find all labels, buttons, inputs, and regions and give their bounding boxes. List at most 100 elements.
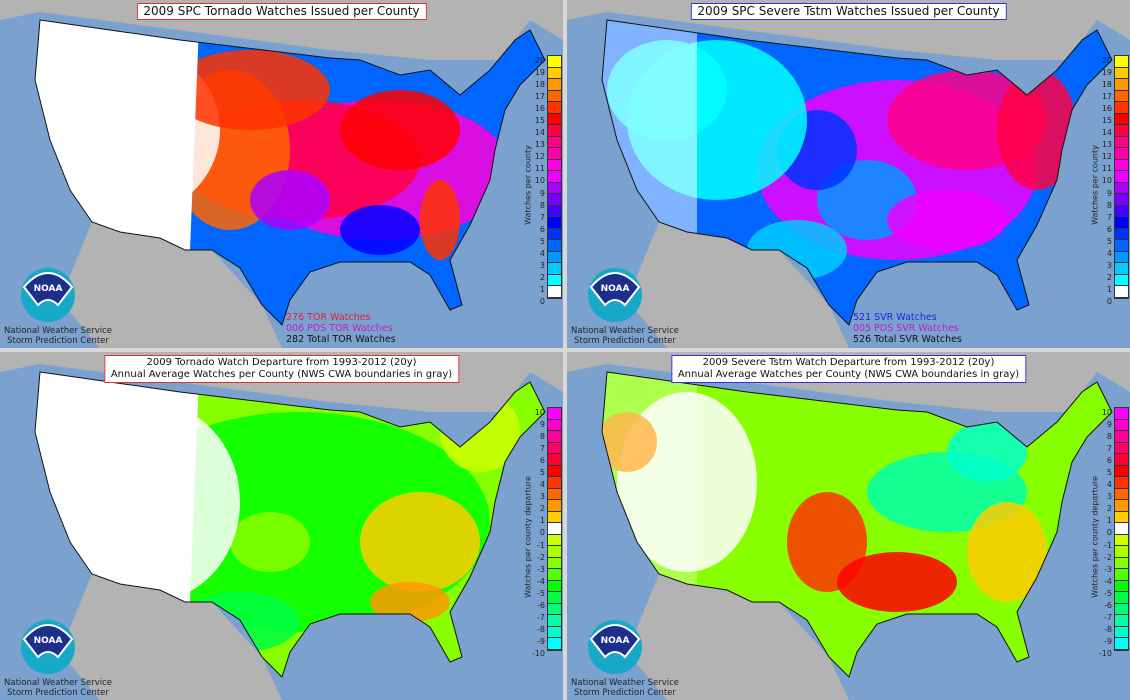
count-line: 521 SVR Watches: [853, 312, 937, 323]
colorbar-tick: 9: [539, 188, 545, 198]
colorbar-tick: 4: [539, 480, 545, 490]
colorbar-swatch: [548, 67, 561, 79]
colorbar-tick: 15: [1101, 116, 1112, 126]
noaa-logo: NOAA: [21, 620, 75, 674]
colorbar-tick: -7: [1104, 612, 1112, 622]
colorbar-tick: 3: [539, 492, 545, 502]
svg-text:NOAA: NOAA: [34, 636, 63, 646]
colorbar-tick: 7: [539, 444, 545, 454]
colorbar-label: Watches per county departure: [523, 476, 533, 598]
colorbar-tick: 16: [534, 104, 545, 114]
colorbar-swatch: [1115, 638, 1128, 650]
subtitle-line: Annual Average Watches per County (NWS C…: [110, 369, 453, 380]
colorbar-swatch: [1115, 419, 1128, 431]
panel-title: 2009 SPC Tornado Watches Issued per Coun…: [136, 3, 427, 20]
colorbar-swatch: [1115, 102, 1128, 114]
colorbar: [547, 55, 562, 299]
colorbar-swatch: [1115, 217, 1128, 229]
colorbar-tick: 8: [539, 200, 545, 210]
title-line: 2009 Severe Tstm Watch Departure from 19…: [702, 357, 995, 368]
colorbar-tick: 1: [1106, 516, 1112, 526]
colorbar-swatch: [548, 251, 561, 263]
panel-title: 2009 Tornado Watch Departure from 1993-2…: [103, 355, 460, 383]
colorbar-swatch: [1115, 431, 1128, 443]
colorbar-tick: -10: [1098, 648, 1112, 658]
colorbar-swatch: [548, 442, 561, 454]
svg-text:NOAA: NOAA: [34, 284, 63, 294]
colorbar-tick: -9: [537, 636, 545, 646]
colorbar-tick: 12: [534, 152, 545, 162]
colorbar-label: Watches per county: [1090, 145, 1100, 225]
colorbar: [1114, 407, 1129, 651]
colorbar-tick: 8: [539, 432, 545, 442]
mexico-land: [60, 574, 282, 700]
colorbar-swatch: [1115, 603, 1128, 615]
colorbar-swatch: [1115, 408, 1128, 420]
colorbar-swatch: [1115, 56, 1128, 68]
count-line: 006 PDS TOR Watches: [286, 323, 393, 334]
colorbar-swatch: [548, 557, 561, 569]
colorbar-swatch: [1115, 442, 1128, 454]
colorbar-tick: 0: [539, 296, 545, 306]
colorbar-swatch: [548, 205, 561, 217]
colorbar-swatch: [548, 603, 561, 615]
colorbar-swatch: [548, 500, 561, 512]
watch-counts: 521 SVR Watches 005 PDS SVR Watches 526 To…: [853, 312, 962, 345]
us-map: [0, 0, 563, 348]
colorbar-swatch: [548, 454, 561, 466]
colorbar-swatch: [548, 113, 561, 125]
data-region: [887, 190, 1007, 250]
colorbar-tick: 3: [1106, 492, 1112, 502]
colorbar: [547, 407, 562, 651]
colorbar-swatch: [1115, 511, 1128, 523]
colorbar-tick: -7: [537, 612, 545, 622]
count-line: 526 Total SVR Watches: [853, 334, 962, 345]
colorbar-swatch: [548, 217, 561, 229]
colorbar-swatch: [548, 615, 561, 627]
count-line: 276 TOR Watches: [286, 312, 371, 323]
colorbar-tick: -3: [537, 564, 545, 574]
title-line: 2009 SPC Tornado Watches Issued per Coun…: [143, 4, 420, 18]
colorbar-tick: 7: [539, 212, 545, 222]
noaa-logo: NOAA: [21, 268, 75, 322]
colorbar-swatch: [1115, 79, 1128, 91]
map-panel: 2009 SPC Tornado Watches Issued per Coun…: [0, 0, 563, 348]
colorbar-swatch: [548, 569, 561, 581]
colorbar-tick: -1: [537, 540, 545, 550]
colorbar-swatch: [1115, 240, 1128, 252]
colorbar-swatch: [548, 534, 561, 546]
colorbar-swatch: [1115, 251, 1128, 263]
colorbar-label: Watches per county: [523, 145, 533, 225]
colorbar-tick: 4: [1106, 248, 1112, 258]
colorbar-swatch: [548, 465, 561, 477]
colorbar-swatch: [1115, 136, 1128, 148]
colorbar-tick: 5: [539, 468, 545, 478]
data-region: [370, 582, 450, 622]
colorbar-swatch: [548, 159, 561, 171]
colorbar-tick: 4: [1106, 480, 1112, 490]
colorbar-ticks: 20 19 18 17 16 15 14 13 12 11 10 9 8 7 6 5 4 3 2 1 0: [520, 55, 545, 308]
data-region: [250, 170, 330, 230]
colorbar-tick: 11: [534, 164, 545, 174]
count-line: 005 PDS SVR Watches: [853, 323, 959, 334]
colorbar-tick: -6: [537, 600, 545, 610]
colorbar-swatch: [548, 171, 561, 183]
colorbar-tick: -3: [1104, 564, 1112, 574]
colorbar-tick: 1: [539, 284, 545, 294]
data-region: [340, 90, 460, 170]
colorbar-tick: 6: [1106, 224, 1112, 234]
colorbar-swatch: [1115, 465, 1128, 477]
colorbar-swatch: [548, 136, 561, 148]
colorbar-tick: -2: [1104, 552, 1112, 562]
colorbar-swatch: [1115, 580, 1128, 592]
colorbar-tick: 17: [534, 92, 545, 102]
colorbar-tick: 18: [1101, 80, 1112, 90]
colorbar-swatch: [548, 580, 561, 592]
map-panel: 2009 Severe Tstm Watch Departure from 19…: [567, 352, 1130, 700]
colorbar-tick: 14: [1101, 128, 1112, 138]
org-name: National Weather Service Storm Prediction…: [571, 678, 680, 698]
colorbar-tick: 2: [539, 504, 545, 514]
map-panel: 2009 SPC Severe Tstm Watches Issued per …: [567, 0, 1130, 348]
colorbar-tick: -5: [1104, 588, 1112, 598]
colorbar-tick: 13: [1101, 140, 1112, 150]
